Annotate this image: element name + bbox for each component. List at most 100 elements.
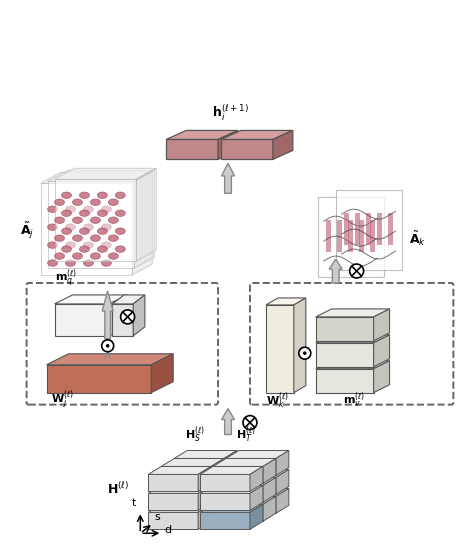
Polygon shape (148, 493, 198, 511)
Text: $\mathbf{W}_j^{(\ell)}$: $\mathbf{W}_j^{(\ell)}$ (51, 389, 74, 412)
Ellipse shape (73, 235, 83, 242)
Ellipse shape (91, 253, 101, 259)
Ellipse shape (109, 235, 118, 242)
Text: $\tilde{\mathbf{A}}_k$: $\tilde{\mathbf{A}}_k$ (410, 230, 427, 248)
Ellipse shape (66, 206, 76, 213)
Ellipse shape (115, 192, 126, 199)
Polygon shape (148, 485, 211, 493)
Ellipse shape (66, 242, 76, 248)
Polygon shape (218, 131, 238, 160)
Ellipse shape (73, 217, 83, 223)
Polygon shape (316, 335, 389, 343)
Polygon shape (374, 361, 389, 393)
Bar (388, 213, 393, 245)
Text: d: d (165, 525, 172, 535)
Polygon shape (133, 295, 145, 336)
Polygon shape (47, 365, 151, 393)
Polygon shape (250, 504, 263, 529)
Polygon shape (132, 172, 152, 275)
Ellipse shape (109, 253, 118, 259)
Polygon shape (166, 131, 238, 140)
Polygon shape (55, 179, 136, 261)
Polygon shape (213, 504, 263, 521)
Polygon shape (112, 295, 145, 304)
Bar (366, 213, 371, 245)
Polygon shape (161, 497, 224, 504)
Ellipse shape (48, 242, 58, 248)
Ellipse shape (109, 217, 118, 223)
Polygon shape (151, 354, 173, 393)
Ellipse shape (97, 246, 107, 252)
Polygon shape (55, 169, 156, 179)
Polygon shape (294, 298, 306, 393)
Polygon shape (374, 309, 389, 341)
Ellipse shape (84, 224, 93, 230)
Polygon shape (224, 488, 237, 513)
Ellipse shape (109, 199, 118, 205)
Ellipse shape (79, 228, 89, 234)
Circle shape (303, 352, 307, 355)
Polygon shape (276, 488, 289, 513)
Ellipse shape (55, 235, 65, 242)
Text: $\tilde{\mathbf{A}}_j$: $\tilde{\mathbf{A}}_j$ (20, 221, 34, 242)
Text: $\mathbf{W}_k^{(\ell)}$: $\mathbf{W}_k^{(\ell)}$ (266, 390, 289, 411)
Polygon shape (161, 466, 211, 483)
Ellipse shape (115, 210, 126, 217)
Text: $\mathbf{h}_i^{(\ell+1)}$: $\mathbf{h}_i^{(\ell+1)}$ (212, 103, 250, 123)
Polygon shape (213, 485, 263, 502)
Polygon shape (200, 504, 263, 512)
Circle shape (350, 264, 363, 278)
Bar (348, 220, 353, 252)
Ellipse shape (101, 206, 111, 213)
Polygon shape (266, 305, 294, 393)
Ellipse shape (73, 253, 83, 259)
Ellipse shape (48, 224, 58, 230)
Circle shape (106, 344, 110, 348)
Polygon shape (316, 317, 374, 341)
Bar (359, 220, 363, 252)
Bar (354, 213, 360, 245)
Polygon shape (266, 298, 306, 305)
Polygon shape (200, 493, 250, 511)
Text: $\mathbf{H}_{S}^{(\ell)}$: $\mathbf{H}_{S}^{(\ell)}$ (185, 424, 205, 445)
Text: t: t (132, 498, 136, 508)
Polygon shape (161, 504, 211, 521)
Polygon shape (263, 459, 276, 483)
Polygon shape (148, 504, 211, 512)
Polygon shape (48, 170, 154, 181)
Polygon shape (161, 478, 224, 485)
Ellipse shape (61, 246, 71, 252)
Ellipse shape (66, 224, 76, 230)
Ellipse shape (66, 260, 76, 266)
Ellipse shape (84, 206, 93, 213)
Polygon shape (200, 512, 250, 529)
Polygon shape (211, 497, 224, 521)
Polygon shape (200, 485, 263, 493)
Polygon shape (329, 259, 342, 283)
Bar (326, 220, 331, 252)
Polygon shape (226, 478, 276, 494)
Polygon shape (135, 170, 154, 268)
Polygon shape (55, 304, 110, 336)
Polygon shape (110, 295, 127, 336)
Polygon shape (221, 163, 235, 193)
Polygon shape (316, 343, 374, 367)
Polygon shape (221, 408, 235, 435)
Ellipse shape (79, 192, 89, 199)
Text: s: s (154, 512, 160, 522)
Ellipse shape (101, 260, 111, 266)
Polygon shape (226, 488, 289, 497)
Polygon shape (316, 369, 374, 393)
Polygon shape (226, 450, 289, 459)
Ellipse shape (97, 210, 107, 217)
Polygon shape (213, 459, 276, 466)
Ellipse shape (61, 192, 71, 199)
Polygon shape (174, 488, 237, 497)
Ellipse shape (79, 246, 89, 252)
Ellipse shape (55, 253, 65, 259)
Text: $\mathbf{m}_v^{(\ell)}$: $\mathbf{m}_v^{(\ell)}$ (344, 391, 366, 411)
Polygon shape (112, 304, 133, 336)
Polygon shape (174, 478, 224, 494)
Polygon shape (148, 512, 198, 529)
Ellipse shape (97, 228, 107, 234)
